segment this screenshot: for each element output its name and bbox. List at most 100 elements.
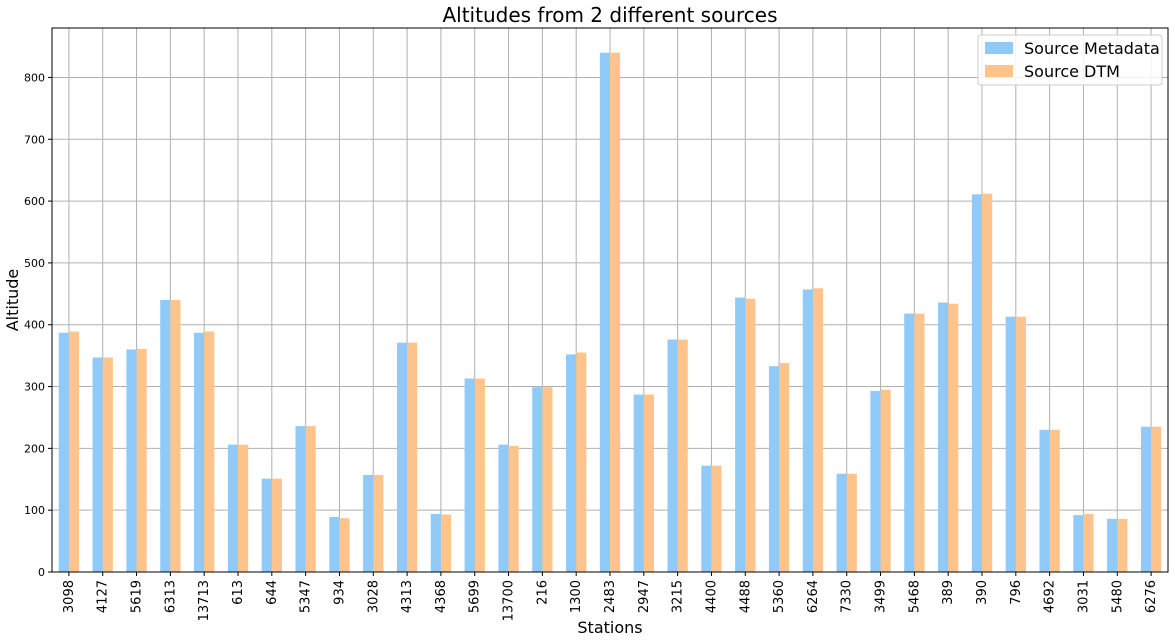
y-axis-label: Altitude [3, 269, 22, 332]
legend-swatch-metadata [985, 42, 1013, 54]
bar-metadata [363, 474, 374, 572]
bar-dtm [204, 331, 215, 572]
bar-dtm [271, 478, 282, 572]
bar-dtm [373, 474, 384, 572]
bar-dtm [1049, 429, 1060, 572]
bar-metadata [971, 194, 982, 573]
bar-dtm [102, 357, 113, 572]
bar-metadata [735, 297, 746, 572]
bar-dtm [542, 387, 553, 572]
y-tick-label: 100 [24, 504, 45, 517]
bar-dtm [136, 348, 147, 572]
bar-dtm [508, 445, 519, 572]
bar-metadata [295, 426, 306, 572]
y-tick-label: 700 [24, 133, 45, 146]
bar-dtm [982, 193, 993, 572]
bar-metadata [904, 313, 915, 572]
y-tick-label: 200 [24, 442, 45, 455]
bar-dtm [1117, 518, 1128, 572]
bar-metadata [430, 513, 441, 572]
bar-metadata [938, 302, 949, 572]
x-tick-label: 389 [941, 580, 956, 605]
bar-metadata [701, 465, 712, 572]
x-tick-label: 2483 [603, 580, 618, 613]
bar-metadata [126, 349, 137, 572]
x-tick-label: 7330 [840, 580, 855, 613]
bar-dtm [846, 473, 857, 572]
bar-metadata [194, 332, 205, 572]
bar-metadata [532, 387, 543, 572]
y-tick-label: 0 [38, 566, 45, 579]
x-tick-label: 796 [1009, 580, 1024, 605]
x-tick-label: 4400 [704, 580, 719, 613]
legend-swatch-dtm [985, 65, 1013, 77]
x-tick-label: 4692 [1043, 580, 1058, 613]
chart-title: Altitudes from 2 different sources [442, 3, 777, 27]
bar-metadata [870, 390, 881, 572]
bar-metadata [58, 332, 69, 572]
legend-label-metadata: Source Metadata [1024, 39, 1160, 58]
x-tick-label: 3028 [366, 580, 381, 613]
bar-dtm [68, 331, 80, 572]
x-tick-label: 6276 [1144, 580, 1159, 613]
x-tick-label: 1300 [569, 580, 584, 613]
bar-dtm [1151, 426, 1162, 572]
x-tick-label: 6264 [806, 580, 821, 613]
bar-metadata [396, 342, 408, 572]
bar-metadata [464, 378, 475, 572]
y-tick-label: 800 [24, 71, 45, 84]
bar-dtm [1015, 316, 1026, 572]
x-tick-label: 934 [332, 580, 347, 605]
bar-metadata [633, 394, 644, 572]
bar-metadata [836, 473, 847, 572]
x-tick-label: 3215 [671, 580, 686, 613]
x-tick-label: 4127 [96, 580, 111, 613]
x-tick-label: 4313 [400, 580, 415, 613]
bar-metadata [599, 52, 610, 572]
x-tick-label: 4368 [434, 580, 449, 613]
bar-dtm [677, 339, 688, 572]
bar-dtm [474, 378, 485, 572]
bar-dtm [880, 389, 891, 572]
y-tick-label: 500 [24, 257, 45, 270]
bar-dtm [812, 288, 824, 572]
bar-dtm [948, 303, 959, 572]
x-tick-label: 5468 [907, 580, 922, 613]
bar-dtm [339, 518, 350, 572]
legend-label-dtm: Source DTM [1024, 62, 1120, 81]
bar-metadata [329, 516, 340, 572]
bar-dtm [779, 363, 790, 572]
bar-dtm [745, 298, 756, 572]
bar-dtm [305, 426, 316, 572]
bar-metadata [1140, 426, 1152, 572]
bar-metadata [160, 300, 171, 572]
x-tick-label: 4488 [738, 580, 753, 613]
bar-dtm [643, 394, 654, 572]
x-tick-label: 390 [975, 580, 990, 605]
x-tick-label: 2947 [637, 580, 652, 613]
bar-metadata [92, 357, 103, 572]
y-tick-label: 300 [24, 381, 45, 394]
bar-metadata [802, 289, 813, 572]
x-tick-label: 644 [265, 580, 280, 605]
bar-dtm [1083, 513, 1094, 572]
bar-metadata [1039, 429, 1050, 572]
bars [58, 52, 1162, 573]
bar-metadata [498, 444, 509, 572]
y-axis-ticks: 0 100 200 300 400 500 600 700 800 [24, 71, 52, 579]
x-tick-label: 5480 [1110, 580, 1125, 613]
x-tick-label: 3031 [1076, 580, 1091, 613]
x-tick-label: 5619 [130, 580, 145, 613]
legend-box [977, 34, 1163, 86]
x-tick-label: 216 [535, 580, 550, 605]
bar-metadata [667, 339, 678, 572]
x-tick-label: 613 [231, 580, 246, 605]
x-tick-label: 5699 [468, 580, 483, 613]
bar-dtm [914, 313, 925, 572]
legend: Source Metadata Source DTM [977, 34, 1163, 86]
bar-metadata [566, 354, 577, 572]
bar-metadata [227, 444, 238, 572]
x-tick-label: 5347 [299, 580, 314, 613]
